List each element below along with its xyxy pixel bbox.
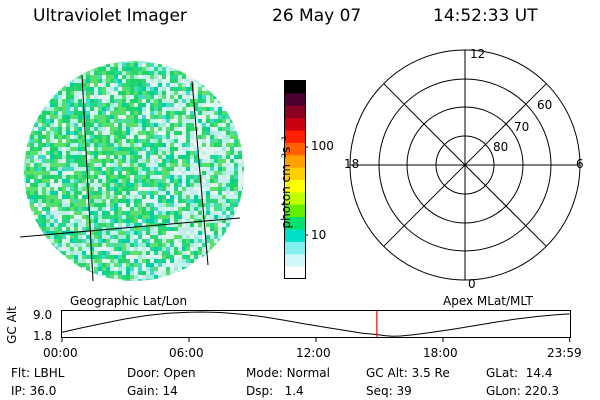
status-gc-alt: GC Alt: 3.5 Re xyxy=(366,366,450,380)
colorbar-cell xyxy=(285,155,306,169)
timeline-frame xyxy=(61,310,571,338)
mlt-line-diagonal xyxy=(383,83,547,247)
timeline-xtick-label: 06:00 xyxy=(169,346,204,360)
orbit-timeline[interactable] xyxy=(61,306,573,344)
mlat-label-70: 70 xyxy=(514,120,530,134)
timeline-ytick-label: 1.8 xyxy=(33,329,53,343)
colorbar-tick-label: 10 xyxy=(311,228,327,242)
longitude-line xyxy=(191,80,209,266)
colorbar-cell xyxy=(285,167,306,181)
timeline-ytick-label: 9.0 xyxy=(33,308,53,322)
uv-image-disk[interactable] xyxy=(18,55,250,287)
mlt-label-18: 18 xyxy=(344,157,360,171)
uv-pixel-field xyxy=(24,61,244,281)
colorbar-cell xyxy=(285,180,306,193)
colorbar-cell xyxy=(285,81,306,94)
mlat-label-60: 60 xyxy=(537,98,553,112)
colorbar-cell xyxy=(285,142,306,156)
mlt-label-6: 6 xyxy=(576,157,584,171)
colorbar-cell xyxy=(285,241,306,255)
colorbar-tick-label: 100 xyxy=(311,139,334,153)
colorbar-cell xyxy=(285,105,306,119)
colorbar-cell xyxy=(285,130,306,144)
status-mode: Mode: Normal xyxy=(246,366,330,380)
status-glon: GLon: 220.3 xyxy=(486,384,559,398)
colorbar-cell xyxy=(285,254,306,268)
magnetic-grid-label: Apex MLat/MLT xyxy=(443,294,533,308)
intensity-colorbar xyxy=(284,80,308,280)
mlt-label-0: 0 xyxy=(468,277,476,291)
polar-mlat-mlt-plot[interactable] xyxy=(338,47,588,287)
geographic-grid-label: Geographic Lat/Lon xyxy=(70,294,188,308)
image-time: 14:52:33 UT xyxy=(433,6,538,26)
colorbar-cell xyxy=(285,217,306,230)
colorbar-cell xyxy=(285,229,306,243)
colorbar-cell xyxy=(285,266,306,280)
status-door: Door: Open xyxy=(127,366,196,380)
timeline-xtick-label: 00:00 xyxy=(43,346,78,360)
status-glat: GLat: 14.4 xyxy=(486,366,553,380)
colorbar-cell xyxy=(285,118,306,131)
mlat-label-80: 80 xyxy=(493,140,509,154)
lat-lon-grid xyxy=(19,74,241,282)
timeline-xtick-label: 12:00 xyxy=(296,346,331,360)
status-dsp: Dsp: 1.4 xyxy=(246,384,304,398)
colorbar-cell xyxy=(285,204,306,218)
longitude-line xyxy=(81,74,94,282)
colorbar-cell xyxy=(285,192,306,206)
timeline-xtick-label: 23:59 xyxy=(547,346,582,360)
status-filter: Flt: LBHL xyxy=(11,366,65,380)
colorbar-unit-label: photon cm⁻²s⁻¹ xyxy=(279,135,293,229)
status-ip: IP: 36.0 xyxy=(11,384,57,398)
image-date: 26 May 07 xyxy=(272,6,362,26)
mlt-label-12: 12 xyxy=(470,47,486,61)
status-gain: Gain: 14 xyxy=(127,384,178,398)
latitude-line xyxy=(19,217,241,238)
timeline-ylabel: GC Alt xyxy=(5,306,19,344)
altitude-curve xyxy=(61,311,570,337)
instrument-title: Ultraviolet Imager xyxy=(33,6,187,26)
status-seq: Seq: 39 xyxy=(366,384,412,398)
colorbar-cell xyxy=(285,93,306,107)
timeline-xtick-label: 18:00 xyxy=(423,346,458,360)
